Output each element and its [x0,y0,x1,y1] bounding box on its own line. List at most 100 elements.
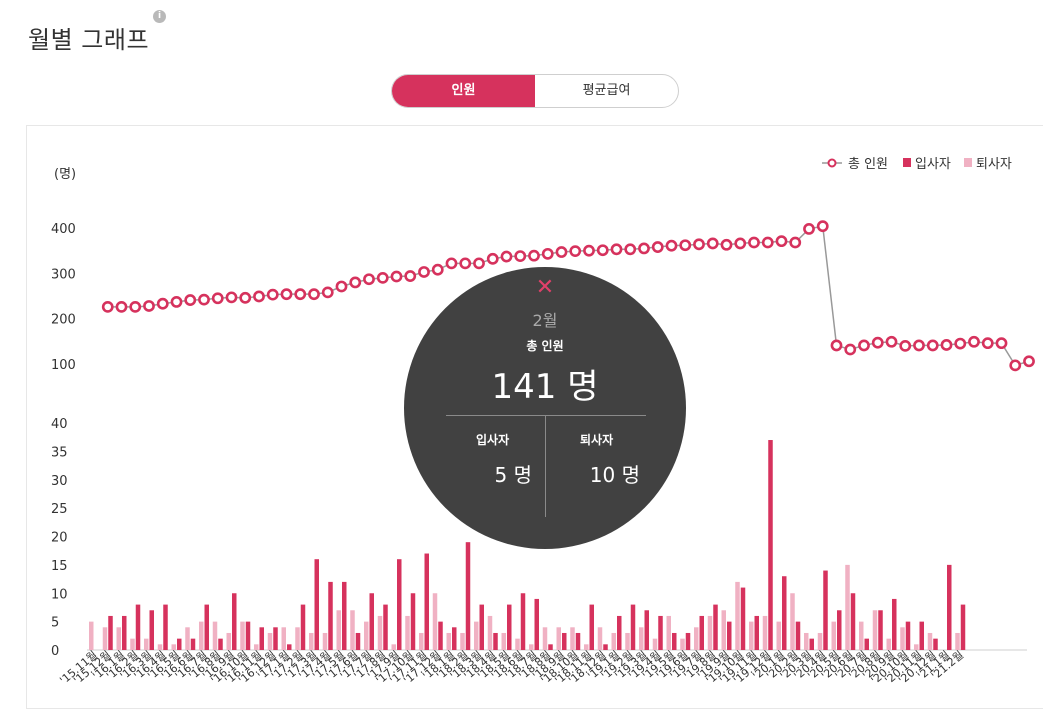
leave-bar[interactable] [927,632,933,650]
hire-bar[interactable] [397,559,402,650]
leave-bar[interactable] [102,627,108,650]
hire-bar[interactable] [672,632,677,650]
hire-bar[interactable] [685,632,691,650]
leave-bar[interactable] [501,632,507,650]
total-point[interactable] [830,339,843,352]
total-point[interactable] [583,244,595,257]
leave-bar[interactable] [432,593,438,650]
hire-bar[interactable] [837,610,842,650]
leave-bar[interactable] [322,632,328,650]
leave-bar[interactable] [872,610,878,650]
hire-bar[interactable] [520,593,526,650]
total-point[interactable] [335,280,348,293]
leave-bar[interactable] [556,627,562,650]
total-point[interactable] [858,339,870,352]
leave-bar[interactable] [735,581,740,650]
total-point[interactable] [693,238,705,251]
hire-bar[interactable] [740,587,746,650]
legend-hire[interactable]: 입사자 [915,157,951,172]
total-point[interactable] [253,290,265,303]
leave-bar[interactable] [240,621,245,650]
leave-bar[interactable] [377,615,383,650]
leave-bar[interactable] [144,638,149,650]
total-point[interactable] [225,291,238,304]
hire-bar[interactable] [149,610,155,650]
total-point[interactable] [500,250,513,263]
total-point[interactable] [775,235,788,248]
legend-total[interactable]: 총 인원 [848,157,888,172]
leave-bar[interactable] [212,621,218,650]
hire-bar[interactable] [933,638,938,650]
total-point[interactable] [995,337,1008,350]
hire-bar[interactable] [273,627,278,650]
hire-bar[interactable] [630,604,636,650]
hire-bar[interactable] [122,615,127,650]
total-point[interactable] [156,297,169,310]
hire-bar[interactable] [617,615,622,650]
leave-bar[interactable] [391,644,397,650]
total-point[interactable] [679,239,692,252]
total-point[interactable] [899,339,912,352]
hire-bar[interactable] [823,570,828,650]
total-point[interactable] [638,242,650,255]
leave-bar[interactable] [639,627,644,650]
leave-bar[interactable] [254,644,259,650]
total-point[interactable] [803,223,815,235]
total-point[interactable] [844,343,857,356]
leave-bar[interactable] [749,621,754,650]
leave-bar[interactable] [955,632,960,650]
hire-bar[interactable] [919,621,925,650]
leave-bar[interactable] [817,632,823,650]
hire-bar[interactable] [204,604,210,650]
hire-bar[interactable] [355,632,361,650]
leave-bar[interactable] [666,615,672,650]
leave-bar[interactable] [886,638,892,650]
hire-bar[interactable] [809,638,815,650]
leave-bar[interactable] [474,621,479,650]
leave-bar[interactable] [419,632,424,650]
leave-bar[interactable] [776,621,782,650]
total-point[interactable] [968,335,980,348]
hire-bar[interactable] [507,604,512,650]
hire-bar[interactable] [878,610,883,650]
total-point[interactable] [789,236,802,249]
hire-bar[interactable] [754,615,760,650]
hire-bar[interactable] [163,604,168,650]
total-point[interactable] [885,335,898,348]
hire-bar[interactable] [424,553,430,650]
total-point[interactable] [363,273,375,286]
total-point[interactable] [624,243,637,256]
total-point[interactable] [184,294,197,306]
total-point[interactable] [541,247,554,260]
total-point[interactable] [981,337,994,350]
leave-bar[interactable] [542,627,548,650]
hire-bar[interactable] [892,598,897,650]
leave-bar[interactable] [694,627,699,650]
hire-bar[interactable] [603,644,608,650]
tab-average-salary[interactable]: 평균급여 [582,83,631,98]
total-point[interactable] [280,288,293,301]
total-point[interactable] [115,300,128,313]
total-point[interactable] [816,220,829,233]
leave-bar[interactable] [914,644,919,650]
hire-bar[interactable] [795,621,801,650]
leave-bar[interactable] [309,632,314,650]
hire-bar[interactable] [438,621,443,650]
hire-bar[interactable] [782,576,787,650]
tab-headcount[interactable]: 인원 [392,75,535,107]
leave-bar[interactable] [584,644,589,650]
total-point[interactable] [1023,355,1035,368]
leave-bar[interactable] [680,638,685,650]
hire-bar[interactable] [245,621,251,650]
hire-bar[interactable] [300,604,306,650]
total-point[interactable] [486,252,499,265]
total-point[interactable] [321,286,334,299]
hire-bar[interactable] [534,598,540,650]
total-point[interactable] [404,270,417,282]
hire-bar[interactable] [768,440,773,650]
leave-bar[interactable] [350,610,355,650]
total-point[interactable] [376,271,389,284]
total-point[interactable] [720,238,733,251]
leave-bar[interactable] [185,627,190,650]
hire-bar[interactable] [259,627,265,650]
